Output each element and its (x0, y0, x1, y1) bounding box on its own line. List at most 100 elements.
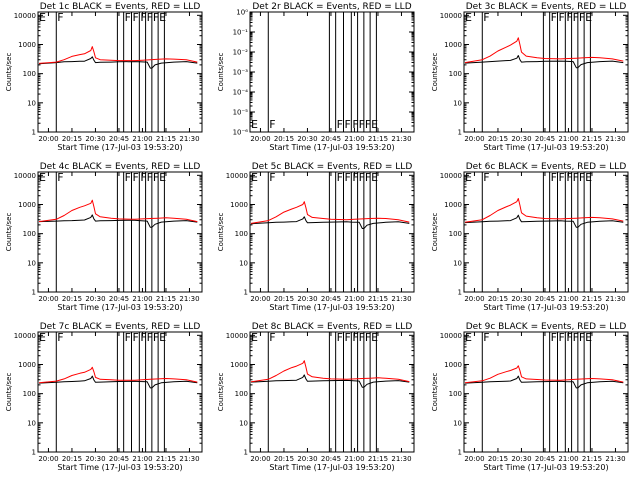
flag-letter: F (125, 11, 131, 24)
y-tick-label: 1000 (230, 201, 248, 209)
x-tick-label: 21:00 (558, 455, 578, 463)
x-tick-label: 20:45 (535, 295, 555, 303)
y-tick-label: 1 (458, 449, 462, 457)
chart-panel-3: Det 3c BLACK = Events, RED = LLD 1 10 100 10… (431, 2, 629, 152)
y-axis-label: Counts/sec (217, 213, 225, 252)
flag-letter: E (159, 11, 166, 24)
flag-letter: F (551, 171, 557, 184)
x-tick-label: 20:00 (38, 135, 58, 143)
x-tick-label: 20:45 (535, 455, 555, 463)
x-tick-label: 21:30 (605, 135, 625, 143)
x-tick-label: 21:00 (558, 135, 578, 143)
y-tick-label: 100 (449, 70, 462, 78)
flag-letter: F (337, 171, 343, 184)
y-tick-label: 10⁰ (236, 9, 248, 17)
flag-letter: E (251, 331, 258, 344)
chart-panel-5: Det 5c BLACK = Events, RED = LLD 1 10 100 10… (217, 162, 415, 312)
chart-title: Det 2r BLACK = Events, RED = LLD (252, 2, 411, 12)
lld-series-line (38, 366, 198, 384)
y-tick-label: 100 (449, 230, 462, 238)
y-tick-label: 100 (449, 390, 462, 398)
y-tick-label: 1000 (444, 361, 462, 369)
y-tick-label: 10 (453, 259, 462, 267)
lld-series-line (38, 199, 198, 223)
y-tick-label: 1000 (18, 361, 36, 369)
flag-letter: F (147, 331, 153, 344)
flag-letter: F (153, 171, 159, 184)
y-tick-label: 1000 (444, 41, 462, 49)
lld-series-line (38, 46, 198, 64)
flag-letter: F (57, 331, 63, 344)
flag-letter: E (371, 331, 378, 344)
flag-letter: F (269, 171, 275, 184)
flag-letter: F (359, 171, 365, 184)
events-series-line (38, 56, 198, 69)
lld-series-line (250, 360, 410, 383)
y-tick-label: 10 (453, 419, 462, 427)
flag-letter: F (140, 11, 146, 24)
y-tick-label: 10000 (440, 332, 462, 340)
x-tick-label: 20:15 (62, 135, 82, 143)
y-tick-label: 1 (32, 449, 36, 457)
x-tick-label: 21:00 (344, 455, 364, 463)
x-tick-label: 21:15 (156, 135, 176, 143)
chart-panel-6: Det 6c BLACK = Events, RED = LLD 1 10 100 10… (431, 162, 629, 312)
plot-frame (463, 171, 629, 293)
flag-letter: F (337, 118, 343, 131)
flag-letter: E (39, 171, 46, 184)
flag-letter: F (153, 331, 159, 344)
x-axis-label: Start Time (17-Jul-03 19:53:20) (483, 303, 608, 312)
y-axis-label: Counts/sec (431, 53, 439, 92)
flag-letter: E (465, 331, 472, 344)
y-tick-label: 10000 (226, 172, 248, 180)
events-series-line (250, 374, 410, 388)
flag-letter: F (573, 331, 579, 344)
x-tick-label: 20:30 (511, 455, 531, 463)
flag-letter: F (579, 171, 585, 184)
flag-letter: F (132, 331, 138, 344)
y-tick-label: 10⁻⁶ (233, 129, 249, 137)
x-tick-label: 20:15 (274, 455, 294, 463)
y-tick-label: 10 (239, 419, 248, 427)
x-axis-label: Start Time (17-Jul-03 19:53:20) (269, 303, 394, 312)
chart-title: Det 5c BLACK = Events, RED = LLD (252, 162, 413, 172)
x-tick-label: 20:00 (464, 135, 484, 143)
x-tick-label: 20:30 (85, 295, 105, 303)
flag-letter: E (585, 171, 592, 184)
x-tick-label: 20:45 (535, 135, 555, 143)
y-tick-label: 1000 (230, 361, 248, 369)
x-tick-label: 20:45 (109, 135, 129, 143)
x-tick-label: 20:00 (250, 135, 270, 143)
flag-letter: E (251, 171, 258, 184)
y-tick-label: 10000 (440, 172, 462, 180)
flag-letter: E (371, 171, 378, 184)
y-tick-label: 10 (27, 259, 36, 267)
lld-series-line (464, 37, 624, 64)
flag-letter: E (159, 171, 166, 184)
flag-letter: F (140, 331, 146, 344)
events-series-line (38, 214, 198, 228)
events-series-line (250, 216, 410, 229)
flag-letter: F (566, 171, 572, 184)
x-tick-label: 20:15 (274, 295, 294, 303)
y-axis-label: Counts/sec (217, 53, 225, 92)
x-tick-label: 20:30 (511, 295, 531, 303)
x-tick-label: 21:15 (582, 295, 602, 303)
flag-letter: F (140, 171, 146, 184)
flag-letter: F (365, 331, 371, 344)
lld-series-line (464, 365, 624, 384)
flag-letter: F (551, 331, 557, 344)
flag-letter: F (147, 171, 153, 184)
x-tick-label: 20:00 (38, 455, 58, 463)
y-tick-label: 100 (23, 70, 36, 78)
y-tick-label: 1000 (18, 41, 36, 49)
y-axis-label: Counts/sec (431, 213, 439, 252)
flag-letter: F (483, 171, 489, 184)
flag-letter: F (352, 331, 358, 344)
y-axis-label: Counts/sec (5, 373, 13, 412)
y-tick-label: 10000 (14, 332, 36, 340)
x-tick-label: 20:30 (85, 455, 105, 463)
flag-letter: F (359, 118, 365, 131)
x-tick-label: 20:30 (297, 295, 317, 303)
y-tick-label: 1000 (18, 201, 36, 209)
